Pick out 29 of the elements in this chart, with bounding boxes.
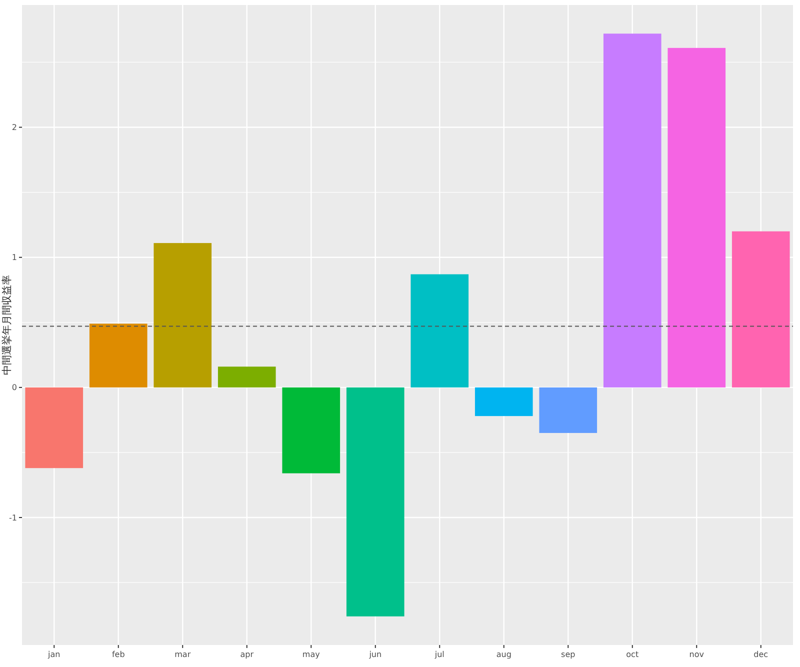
x-tick-label: sep xyxy=(561,650,576,659)
bar xyxy=(410,274,469,388)
y-axis-title: 中間選挙年月間収益率 xyxy=(1,275,13,375)
x-tick-label: apr xyxy=(240,650,254,659)
bar xyxy=(89,324,148,388)
bar xyxy=(154,243,212,388)
x-tick-label: feb xyxy=(112,650,125,659)
bar xyxy=(732,231,790,388)
x-tick-label: oct xyxy=(626,650,639,659)
bar xyxy=(218,366,276,388)
x-tick-label: may xyxy=(302,650,320,659)
bar xyxy=(474,387,533,416)
x-tick-label: jan xyxy=(47,650,60,659)
bar xyxy=(346,387,404,616)
bar xyxy=(25,387,84,468)
bar xyxy=(668,48,726,388)
bar xyxy=(539,387,598,433)
y-tick-label: -1 xyxy=(9,513,17,522)
x-tick-label: dec xyxy=(754,650,768,659)
bar xyxy=(282,387,340,474)
y-tick-label: 1 xyxy=(12,253,17,262)
x-tick-label: nov xyxy=(689,650,704,659)
x-tick-label: aug xyxy=(496,650,512,659)
y-tick-label: 2 xyxy=(12,123,17,132)
x-tick-label: jun xyxy=(368,650,382,659)
x-tick-label: jul xyxy=(434,650,444,659)
x-tick-label: mar xyxy=(174,650,192,659)
y-tick-label: 0 xyxy=(12,383,17,392)
bar xyxy=(603,34,662,388)
